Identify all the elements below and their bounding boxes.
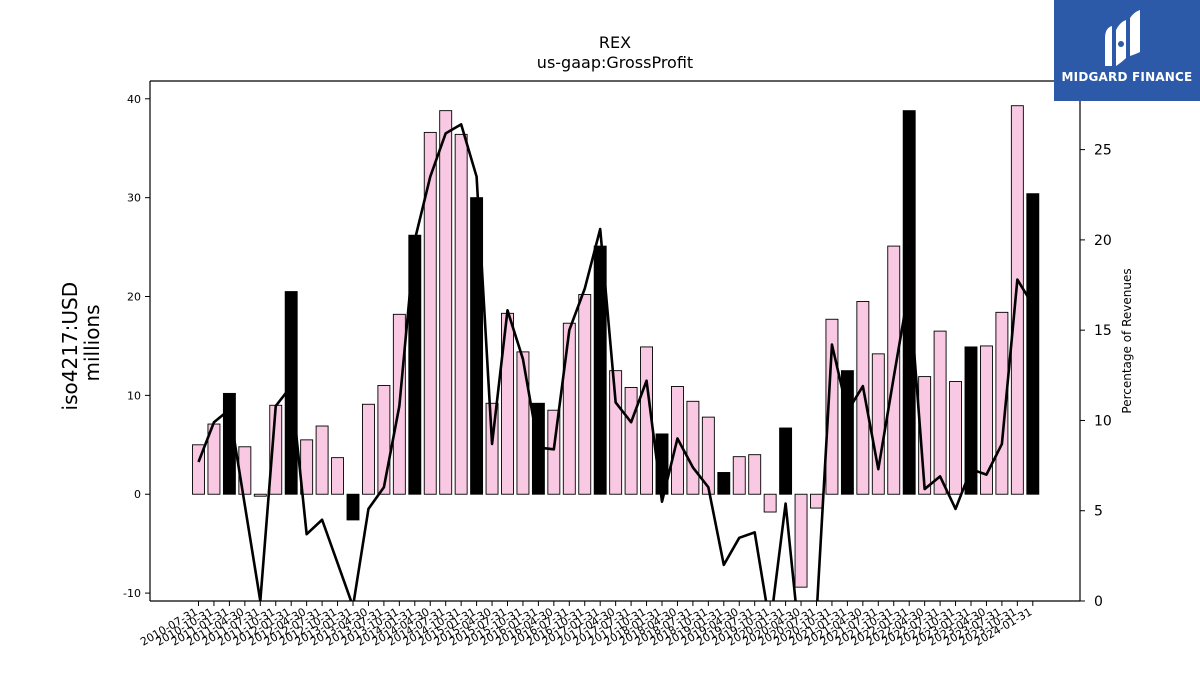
bar (856, 301, 870, 495)
y2-tick-label: 5 (1094, 504, 1103, 520)
bar (423, 131, 437, 495)
bar (933, 330, 947, 495)
bar (779, 427, 793, 495)
y-axis-label-line1: iso4217:USD (58, 282, 82, 411)
y2-tick-label: 15 (1094, 323, 1112, 339)
bar (562, 322, 576, 495)
chart-title: REX (599, 33, 631, 52)
bars-group (192, 105, 1040, 588)
bar (964, 346, 978, 495)
midgard-logo-icon (1105, 10, 1140, 66)
y-tick-label: 30 (127, 192, 141, 205)
bar (609, 370, 623, 495)
bar (439, 110, 453, 495)
y-axis-label: iso4217:USD millions (58, 276, 104, 411)
bar (377, 385, 391, 495)
bar (871, 353, 885, 495)
bar (686, 400, 700, 495)
bar (949, 381, 962, 495)
y-tick-label: -10 (123, 587, 141, 600)
chart-subtitle: us-gaap:GrossProfit (537, 53, 693, 72)
plot-area: -1001020304005101520252010-07-312010-10-… (123, 80, 1112, 649)
y-tick-label: 40 (127, 93, 141, 106)
bar (794, 493, 808, 588)
y-tick-label: 0 (134, 488, 141, 501)
y2-tick-label: 20 (1094, 233, 1112, 249)
y2-tick-label: 0 (1094, 594, 1103, 610)
brand-name: MIDGARD FINANCE (1061, 70, 1193, 84)
bar (701, 416, 715, 495)
bar (748, 454, 762, 495)
bar (454, 133, 468, 495)
bar (593, 245, 607, 495)
bar (624, 387, 638, 495)
bar (810, 493, 823, 509)
bar (346, 493, 360, 521)
y-tick-label: 10 (127, 389, 141, 402)
y-axis-label-line2: millions (80, 304, 104, 381)
bar (732, 456, 746, 495)
bar (362, 403, 375, 495)
bar (516, 351, 530, 495)
bar (980, 345, 993, 495)
bar (1010, 105, 1024, 495)
percentage-line (197, 123, 1034, 601)
midgard-finance-logo: MIDGARD FINANCE (1054, 0, 1200, 101)
y-tick-label: 20 (127, 291, 141, 304)
bar (578, 294, 592, 495)
bar (1026, 193, 1040, 495)
bar (315, 425, 329, 495)
bar (717, 472, 731, 495)
bar (331, 457, 344, 495)
y2-tick-label: 10 (1094, 413, 1112, 429)
bar (763, 493, 777, 513)
y2-tick-label: 25 (1094, 143, 1112, 159)
bar (253, 493, 267, 497)
y2-axis-label: Percentage of Revenues (1120, 268, 1134, 413)
